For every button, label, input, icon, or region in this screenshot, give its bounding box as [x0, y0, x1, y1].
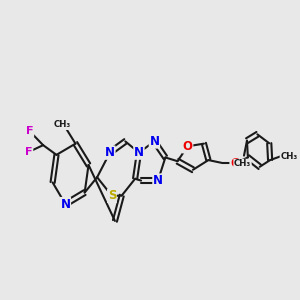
Text: O: O	[183, 140, 193, 153]
Text: N: N	[153, 174, 163, 187]
Text: F: F	[26, 126, 34, 136]
Text: CH₃: CH₃	[53, 121, 71, 130]
Text: S: S	[108, 189, 116, 203]
Text: N: N	[105, 146, 115, 159]
Text: N: N	[60, 198, 70, 211]
Text: N: N	[134, 146, 144, 159]
Text: N: N	[149, 135, 159, 148]
Text: CH₃: CH₃	[280, 152, 297, 161]
Text: F: F	[25, 147, 33, 157]
Text: O: O	[230, 157, 240, 169]
Text: CH₃: CH₃	[234, 159, 251, 168]
